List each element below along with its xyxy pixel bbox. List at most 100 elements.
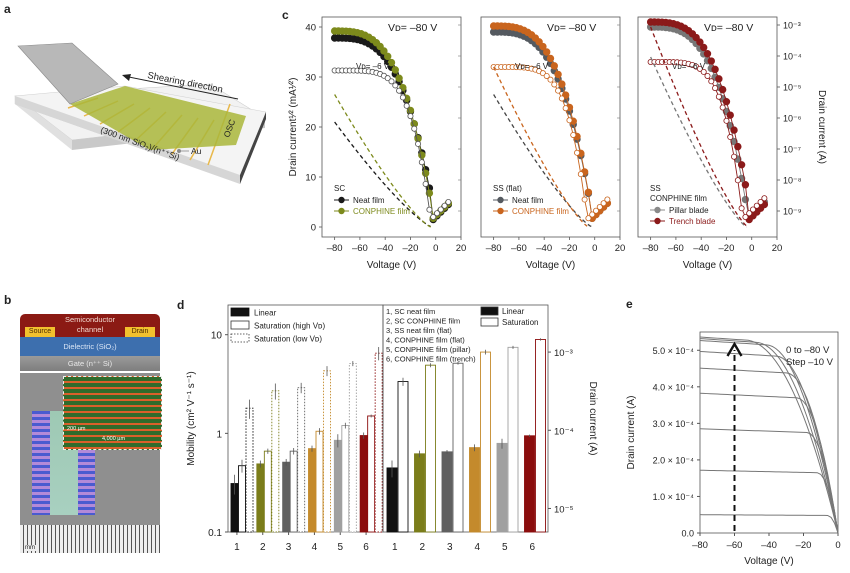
data-point xyxy=(399,94,406,101)
plot-d1: 0.1 1 10 Mobility (cm² V⁻¹ s⁻¹) 1 2 3 4 5 6 Linear… xyxy=(186,304,384,553)
data-point xyxy=(558,80,566,88)
y2-tick-label: 10⁻⁶ xyxy=(783,114,802,124)
data-point xyxy=(543,72,550,79)
fit-line-dashed xyxy=(493,94,593,228)
plot-e: 0.0 1.0 × 10⁻⁴ 2.0 × 10⁻⁴ 3.0 × 10⁻⁴ 4.0 × 1… xyxy=(626,331,841,567)
shearing-blade xyxy=(17,42,119,105)
y2-axis-label: Drain current (A) xyxy=(587,382,598,456)
legend-swatch xyxy=(230,320,250,330)
data-point xyxy=(543,48,551,56)
panel-label-a: a xyxy=(4,2,11,16)
data-point xyxy=(708,78,715,85)
x-tick-label: 4 xyxy=(312,542,318,553)
microscope-inset: 200 µm 4,000 µm xyxy=(63,376,162,450)
data-point xyxy=(600,200,607,207)
data-point xyxy=(395,74,403,82)
data-point xyxy=(753,202,760,209)
bar xyxy=(271,390,280,533)
bar xyxy=(441,451,453,533)
au-marker xyxy=(177,149,181,153)
bar xyxy=(359,435,368,533)
channel-label: channel xyxy=(76,325,104,334)
gate-layer: Gate (n⁺⁺ Si) xyxy=(20,356,160,371)
x-tick-label: –20 xyxy=(562,243,578,254)
data-point xyxy=(722,97,731,106)
x-axis-label: Voltage (V) xyxy=(526,260,575,271)
plot-c2: –80 –60 –40 –20 0 20 Voltage (V) Vᴅ= –80 V Vᴅ= –… xyxy=(480,16,626,271)
bar xyxy=(348,363,357,533)
output-curve xyxy=(699,469,839,534)
y-tick-label: 3.0 × 10⁻⁴ xyxy=(653,419,695,429)
sample-list-item: 4, CONPHINE film (flat) xyxy=(386,336,465,345)
semiconductor-layer: Semiconductor channel Source Drain xyxy=(20,314,160,337)
vd-low-annotation: Vᴅ= –6 V xyxy=(515,62,549,71)
y-tick-label: 0.0 xyxy=(681,529,694,539)
legend-swatch xyxy=(480,317,499,327)
data-point xyxy=(426,206,433,213)
x-axis-label: Voltage (V) xyxy=(367,260,416,271)
data-point xyxy=(604,196,611,203)
x-tick-label: –40 xyxy=(693,243,709,254)
shearing-arrow xyxy=(123,75,239,100)
source-electrode: Source xyxy=(25,327,55,337)
x-tick-label: 3 xyxy=(286,542,292,553)
data-point xyxy=(734,142,742,151)
device-photo: 200 µm 4,000 µm mm xyxy=(20,373,162,553)
data-point xyxy=(727,134,734,141)
annotation-step: Step –10 V xyxy=(786,357,834,368)
data-point xyxy=(589,211,596,218)
bar xyxy=(341,425,350,533)
data-point xyxy=(704,72,711,79)
data-point xyxy=(761,195,768,202)
data-point xyxy=(387,58,396,67)
x-tick-label: 20 xyxy=(615,243,626,254)
y2-tick-label: 10⁻³ xyxy=(783,21,801,31)
y2-tick-label: 10⁻⁸ xyxy=(783,176,802,186)
x-tick-label: 0 xyxy=(433,243,438,254)
data-point xyxy=(719,104,726,111)
y-tick-label: 5.0 × 10⁻⁴ xyxy=(653,346,695,356)
legend-label: Neat film xyxy=(353,196,385,205)
data-point xyxy=(577,171,584,178)
osc-film xyxy=(70,86,246,150)
x-tick-label: –20 xyxy=(719,243,735,254)
fit-line-dashed xyxy=(493,66,588,227)
data-point xyxy=(407,113,414,120)
x-tick-label: –60 xyxy=(352,243,368,254)
x-tick-label: 4 xyxy=(474,542,480,553)
plot-c1: –80 –60 –40 –20 0 20 Voltage (V) 0 10 20 30 40 Drain… xyxy=(288,16,466,271)
plot-d2: 10⁻⁵ 10⁻⁴ 10⁻³ Drain current (A) 1 2 3 4 5 6 1, SC… xyxy=(382,304,598,553)
data-point xyxy=(596,203,603,210)
y2-tick-label: 10⁻⁵ xyxy=(554,504,574,515)
data-point xyxy=(581,196,588,203)
y-tick-label: 30 xyxy=(305,73,316,84)
legend-label: Pillar blade xyxy=(669,206,709,215)
bar xyxy=(367,415,376,533)
data-point xyxy=(411,125,418,132)
y2-tick-label: 10⁻⁷ xyxy=(783,145,801,155)
x-tick-label: –80 xyxy=(643,243,659,254)
sample-list-item: 2, SC CONPHINE film xyxy=(386,317,460,326)
x-tick-label: –80 xyxy=(486,243,502,254)
y-tick-label: 10 xyxy=(305,173,316,184)
legend-marker xyxy=(338,207,345,215)
fit-line-dashed xyxy=(334,94,431,228)
fit-line-dashed xyxy=(650,26,748,227)
output-curve xyxy=(699,514,839,534)
y-tick-label: 4.0 × 10⁻⁴ xyxy=(653,382,695,392)
y-tick-label: 0 xyxy=(311,223,316,234)
data-point xyxy=(757,198,764,205)
x-tick-label: 2 xyxy=(260,542,266,553)
x-tick-label: –60 xyxy=(511,243,527,254)
x-tick-label: 0 xyxy=(835,540,840,551)
data-point xyxy=(415,140,422,147)
plot-frame xyxy=(637,16,778,238)
data-point xyxy=(731,153,738,160)
bar xyxy=(238,465,246,533)
legend-label: Trench blade xyxy=(669,217,716,226)
data-point xyxy=(388,78,395,85)
drain-electrode: Drain xyxy=(125,327,155,337)
panel-label-b: b xyxy=(4,293,12,307)
data-point xyxy=(396,87,403,94)
data-point xyxy=(570,131,577,138)
